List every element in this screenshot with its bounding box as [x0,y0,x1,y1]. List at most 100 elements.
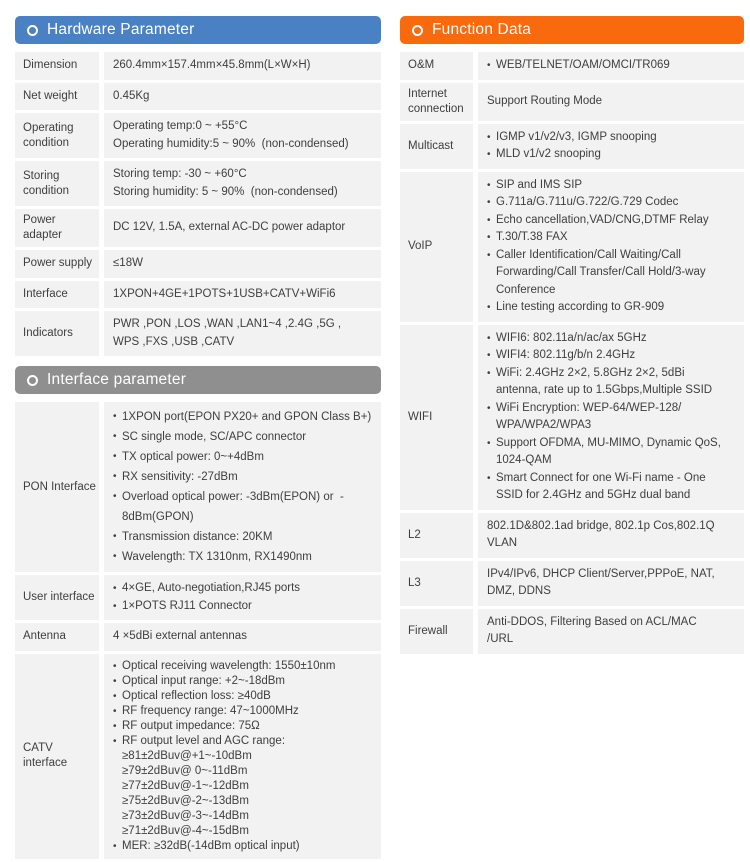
spec-row: CATV interface • Optical receiving wavelen… [15,653,381,859]
spec-line: • Wavelength: TX 1310nm, RX1490nm [113,547,375,567]
section-header-interface-parameter: Interface parameter [15,366,381,394]
bullet-icon: • [113,431,117,442]
spec-row: L3 IPv4/IPv6, DHCP Client/Server,PPPoE, N… [400,560,744,606]
spec-row: Multicast • IGMP v1/v2/v3, IGMP snooping • M… [400,123,744,169]
spec-line-text: Transmission distance: 20KM [122,531,273,543]
spec-line-text: VLAN [487,537,518,549]
bullet-icon: • [113,531,117,542]
spec-value: Anti-DDOS, Filtering Based on ACL/MAC/UR… [478,608,744,654]
spec-line: antenna, rate up to 1.5Gbps,Multiple SSI… [487,382,738,400]
spec-line: ≥81±2dBuv@+1~-10dBm [113,749,375,764]
spec-line-text: Storing humidity: 5 ~ 90% (non-condensed… [113,185,338,198]
bullet-icon: • [487,402,491,414]
spec-line-text: SSID for 2.4GHz and 5GHz dual band [496,489,691,501]
spec-line-text: WPA/WPA2/WPA3 [496,419,592,431]
spec-line: • RX sensitivity: -27dBm [113,467,375,487]
spec-row: Firewall Anti-DDOS, Filtering Based on AC… [400,608,744,654]
spec-line: • 1XPON port(EPON PX20+ and GPON Class B+… [113,407,375,427]
spec-line: WPA/WPA2/WPA3 [487,417,738,435]
bullet-icon: • [113,551,117,562]
spec-line-text: WEB/TELNET/OAM/OMCI/TR069 [496,59,670,71]
spec-label: Internet connection [400,82,473,121]
spec-label: Firewall [400,608,473,654]
spec-line-text: RF output impedance: 75Ω [122,719,260,732]
spec-value: 802.1D&802.1ad bridge, 802.1p Cos,802.1Q… [478,512,744,558]
bullet-icon: • [487,332,491,344]
spec-row: PON Interface • 1XPON port(EPON PX20+ and … [15,402,381,572]
spec-line: • WIFI4: 802.11g/b/n 2.4GHz [487,347,738,365]
spec-label: VoIP [400,171,473,322]
spec-row: VoIP • SIP and IMS SIP • G.711a/G.711u/G.722… [400,171,744,322]
spec-line: • G.711a/G.711u/G.722/G.729 Codec [487,194,738,212]
spec-line: • Optical receiving wavelength: 1550±10nm [113,659,375,674]
bullet-icon: • [487,60,491,71]
spec-line-text: Smart Connect for one Wi-Fi name - One [496,471,706,484]
spec-label: O&M [400,52,473,80]
bullet-icon: • [487,214,491,226]
spec-line: • Transmission distance: 20KM [113,527,375,547]
spec-row: Internet connection Support Routing Mode [400,82,744,121]
section-interface-parameter: Interface parameter PON Interface • 1XPON p… [15,366,381,862]
spec-row: Operating condition Operating temp:0 ~ +5… [15,113,381,158]
bullet-icon: • [113,600,117,612]
spec-line-text: WIFI4: 802.11g/b/n 2.4GHz [496,349,636,361]
spec-line: Anti-DDOS, Filtering Based on ACL/MAC [487,614,738,632]
spec-line: • WiFi: 2.4GHz 2×2, 5.8GHz 2×2, 5dBi [487,365,738,383]
spec-line: Forwarding/Call Transfer/Call Hold/3-way [487,264,738,282]
bullet-icon: • [113,720,117,732]
section-function-data: Function Data O&M • WEB/TELNET/OAM/OMCI/TR0… [400,16,744,657]
spec-label: CATV interface [15,653,99,859]
spec-line-text: 802.1D&802.1ad bridge, 802.1p Cos,802.1Q [487,519,715,532]
spec-line: • Echo cancellation,VAD/CNG,DTMF Relay [487,212,738,230]
spec-line: Support Routing Mode [487,93,738,111]
spec-line: DC 12V, 1.5A, external AC-DC power adapt… [113,219,375,237]
spec-line-text: RF frequency range: 47~1000MHz [122,704,299,717]
spec-line-text: MER: ≥32dB(-14dBm optical input) [122,839,300,852]
spec-line-text: ≥71±2dBuv@-4~-15dBm [122,824,249,837]
spec-row: Net weight 0.45Kg [15,82,381,110]
spec-line: • T.30/T.38 FAX [487,229,738,247]
spec-label: WIFI [400,324,473,510]
spec-value: Storing temp: -30 ~ +60°C Storing humidit… [104,161,381,206]
spec-value: 1XPON+4GE+1POTS+1USB+CATV+WiFi6 [104,280,381,308]
bullet-icon: • [487,179,491,191]
spec-value: • SIP and IMS SIP • G.711a/G.711u/G.722/G.7… [478,171,744,322]
spec-value: • WEB/TELNET/OAM/OMCI/TR069 [478,52,744,80]
section-title: Hardware Parameter [47,21,195,38]
spec-label: Storing condition [15,161,99,206]
spec-line: • Support OFDMA, MU-MIMO, Dynamic QoS, [487,435,738,453]
spec-label: Power supply [15,250,99,278]
spec-row: Power supply ≤18W [15,250,381,278]
bullet-icon: • [487,367,491,379]
spec-line-text: ≤18W [113,257,143,269]
spec-line-text: antenna, rate up to 1.5Gbps,Multiple SSI… [496,384,713,396]
column-left: Hardware Parameter Dimension 260.4mm×157.4… [15,16,381,862]
spec-line: Storing temp: -30 ~ +60°C [113,166,375,184]
circle-outline-icon [27,24,38,36]
spec-line: ≥79±2dBuv@ 0~-11dBm [113,764,375,779]
spec-line: WPS ,FXS ,USB ,CATV [113,334,375,352]
spec-label: Net weight [15,82,99,110]
bullet-icon: • [113,690,117,702]
spec-line-text: 1024-QAM [496,454,552,466]
bullet-icon: • [113,451,117,462]
spec-line-text: Support OFDMA, MU-MIMO, Dynamic QoS, [496,436,721,449]
spec-row: Storing condition Storing temp: -30 ~ +60… [15,161,381,206]
spec-row: Indicators PWR ,PON ,LOS ,WAN ,LAN1~4 ,2.… [15,311,381,356]
spec-line: • Smart Connect for one Wi-Fi name - One [487,470,738,488]
spec-line: • WiFi Encryption: WEP-64/WEP-128/ [487,400,738,418]
bullet-icon: • [487,232,491,243]
spec-line-text: TX optical power: 0~+4dBm [122,451,264,463]
column-right: Function Data O&M • WEB/TELNET/OAM/OMCI/TR0… [400,16,744,862]
spec-line-text: WiFi: 2.4GHz 2×2, 5.8GHz 2×2, 5dBi [496,366,685,379]
bullet-icon: • [487,350,491,361]
spec-line: ≥75±2dBuv@-2~-13dBm [113,794,375,809]
bullet-icon: • [113,660,117,672]
spec-line-text: ≥79±2dBuv@ 0~-11dBm [122,764,248,777]
spec-line-text: DMZ, DDNS [487,585,551,597]
spec-line: VLAN [487,535,738,553]
spec-line: • IGMP v1/v2/v3, IGMP snooping [487,129,738,147]
spec-line: ≥77±2dBuv@-1~-12dBm [113,779,375,794]
spec-line: Conference [487,282,738,300]
